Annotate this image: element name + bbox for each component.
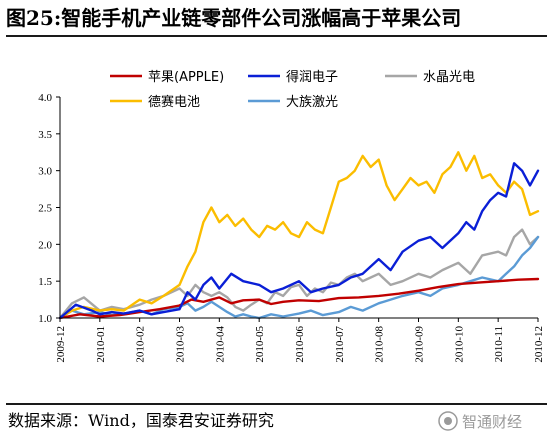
line-chart: 1.0 1.5 2.0 2.5 3.0 3.5 4.0 2009-12 2010-01 2010-… (38, 69, 545, 363)
y-tick-label: 1.0 (38, 313, 52, 325)
x-tick-label: 2010-12 (533, 326, 545, 363)
source-divider (6, 403, 547, 405)
figure-title: 图25:智能手机产业链零部件公司涨幅高于苹果公司 (6, 6, 462, 30)
x-tick-label: 2010-01 (95, 326, 107, 363)
x-tick-label: 2010-08 (374, 326, 386, 363)
watermark-text: 智通财经 (462, 413, 522, 431)
x-tick-label: 2010-06 (294, 326, 306, 363)
legend-label-1: 得润电子 (286, 69, 338, 85)
legend-label-4: 大族激光 (286, 94, 338, 110)
x-tick-label: 2010-10 (453, 326, 465, 363)
y-tick-label: 2.0 (38, 239, 52, 251)
x-tick-label: 2010-03 (175, 326, 187, 363)
legend-label-2: 水晶光电 (423, 70, 475, 85)
source-note: 数据来源：Wind，国泰君安证券研究 (8, 411, 274, 430)
x-tick-label: 2010-02 (135, 326, 147, 363)
series-lines (58, 151, 540, 320)
x-tick-label: 2010-07 (334, 326, 346, 363)
x-tick-label: 2010-04 (214, 326, 226, 363)
x-tick-label: 2010-09 (414, 326, 426, 363)
title-divider (6, 35, 547, 37)
y-tick-label: 3.0 (38, 166, 52, 178)
series-line-3 (58, 151, 540, 320)
y-tick-label: 1.5 (38, 276, 52, 288)
legend-label-3: 德赛电池 (148, 94, 200, 110)
y-tick-label: 3.5 (38, 129, 52, 141)
x-tick-label: 2010-05 (254, 326, 266, 363)
series-line-1 (58, 162, 540, 320)
legend-label-0: 苹果(APPLE) (148, 70, 224, 85)
x-tick-label: 2010-11 (493, 326, 505, 362)
axes: 1.0 1.5 2.0 2.5 3.0 3.5 4.0 2009-12 2010-01 2010-… (38, 92, 545, 363)
y-tick-label: 4.0 (38, 92, 52, 104)
y-tick-label: 2.5 (38, 203, 52, 215)
watermark-logo: 智通财经 (438, 411, 522, 431)
x-tick-label: 2009-12 (55, 326, 67, 363)
series-line-0 (58, 277, 540, 320)
